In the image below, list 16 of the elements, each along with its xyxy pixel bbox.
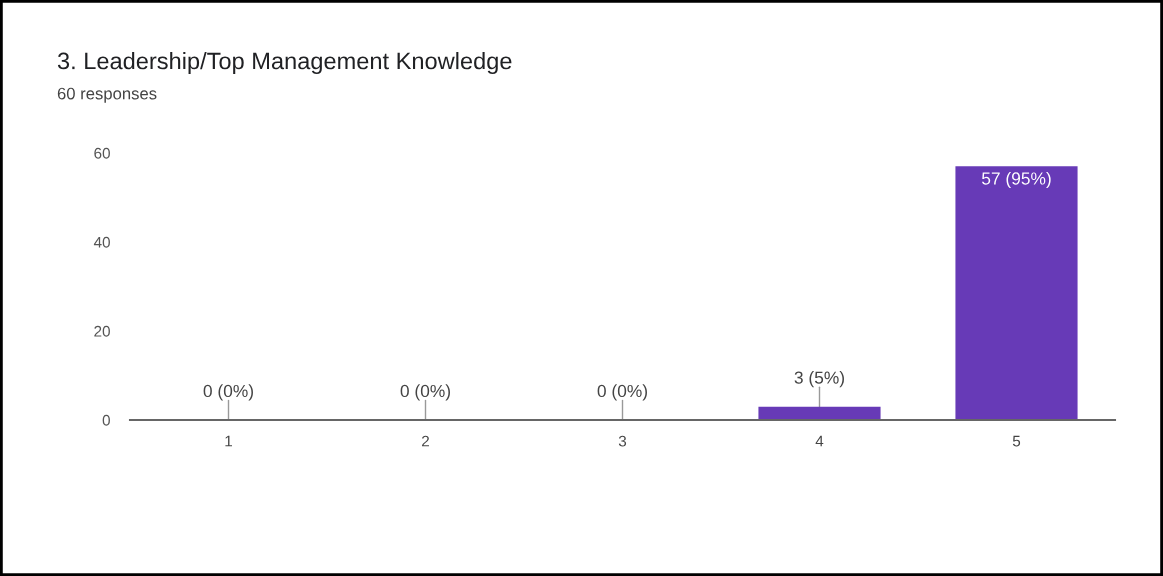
- data-label: 0 (0%): [400, 384, 450, 401]
- y-tick-label: 20: [94, 325, 110, 337]
- chart-subtitle: 60 responses: [57, 87, 157, 103]
- data-label: 0 (0%): [597, 384, 647, 401]
- data-label: 0 (0%): [203, 384, 253, 401]
- data-label: 57 (95%): [981, 171, 1051, 189]
- chart-title: 3. Leadership/Top Management Knowledge: [57, 52, 512, 74]
- y-tick-label: 60: [94, 147, 110, 159]
- data-label: 3 (5%): [794, 371, 844, 388]
- y-tick-label: 0: [102, 414, 110, 426]
- x-tick-label: 5: [1012, 435, 1021, 447]
- x-tick-label: 3: [618, 435, 627, 447]
- x-tick-label: 4: [815, 435, 824, 447]
- y-tick-label: 40: [93, 236, 110, 248]
- x-tick-label: 2: [422, 435, 429, 447]
- x-tick-label: 1: [225, 435, 232, 447]
